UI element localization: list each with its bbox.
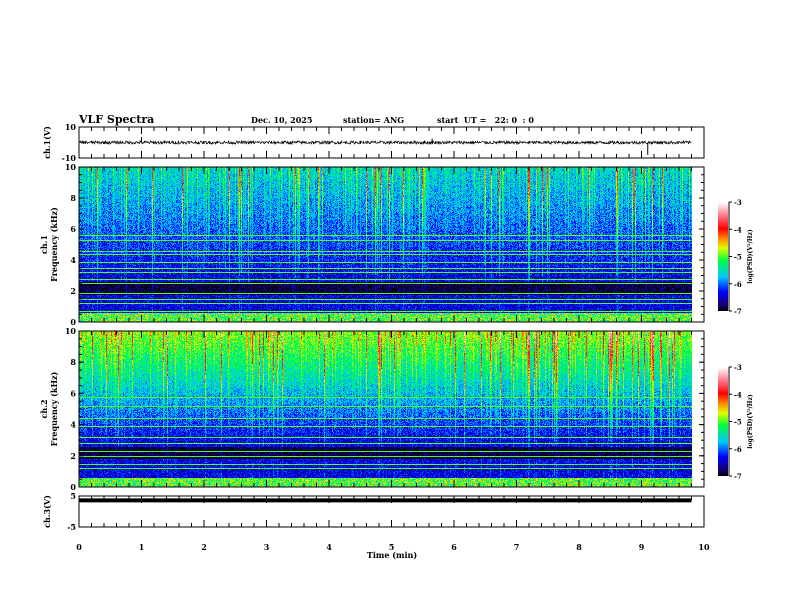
- colorbar-tick-label: -7: [734, 472, 742, 481]
- y-tick-label: 10: [65, 162, 77, 172]
- x-tick-label: 7: [514, 542, 520, 552]
- y-tick-label: 8: [70, 193, 76, 203]
- y-tick-label: 4: [70, 255, 76, 265]
- colorbar-tick-label: -3: [734, 198, 742, 207]
- y-tick-label: 2: [70, 451, 76, 461]
- y-tick-label: 10: [65, 122, 77, 132]
- y-tick-label: 0: [70, 482, 76, 492]
- ch1-spectrogram: [79, 167, 704, 322]
- y-tick-label: -5: [67, 522, 76, 532]
- colorbar-ch1: [718, 202, 728, 311]
- colorbar-tick-label: -3: [734, 363, 742, 372]
- colorbar-label: log(PSD)(V²/Hz): [747, 229, 754, 284]
- x-tick-label: 2: [201, 542, 207, 552]
- y-tick-label: 0: [70, 317, 76, 327]
- x-tick-label: 6: [451, 542, 457, 552]
- x-tick-label: 8: [576, 542, 582, 552]
- x-tick-label: 1: [139, 542, 145, 552]
- chart-title: VLF Spectra: [78, 113, 154, 126]
- panel-frame: [78, 330, 705, 488]
- colorbar-tick-label: -7: [734, 307, 742, 316]
- y-axis-label: ch.1(V): [42, 126, 52, 159]
- colorbar-tick-label: -4: [734, 225, 742, 234]
- y-tick-label: 6: [70, 388, 76, 398]
- colorbar-tick-label: -4: [734, 390, 742, 399]
- x-tick-label: 5: [389, 542, 395, 552]
- x-tick-label: 3: [264, 542, 270, 552]
- ch2-spectrogram: [79, 331, 704, 487]
- y-axis-label-channel: ch.1: [39, 235, 49, 254]
- station-label: station= ANG: [343, 115, 404, 125]
- start-time-label: start UT = 22: 0 : 0: [437, 115, 534, 125]
- x-tick-label: 0: [76, 542, 82, 552]
- colorbar-tick-label: -6: [734, 445, 742, 454]
- colorbar-ch2: [718, 367, 728, 476]
- x-axis-label: Time (min): [367, 550, 417, 560]
- colorbar-tick-label: -5: [734, 253, 742, 262]
- ch1-waveform-line: [78, 139, 692, 146]
- y-axis-label: ch.3(V): [42, 495, 52, 528]
- colorbar-tick-label: -5: [734, 418, 742, 427]
- panel-frame: [78, 166, 705, 323]
- x-tick-label: 4: [326, 542, 332, 552]
- date-label: Dec. 10, 2025: [251, 115, 312, 125]
- y-tick-label: 6: [70, 224, 76, 234]
- x-tick-label: 9: [639, 542, 645, 552]
- y-tick-label: 4: [70, 420, 76, 430]
- y-tick-label: 2: [70, 286, 76, 296]
- y-axis-label-channel: ch.2: [39, 399, 49, 418]
- y-tick-label: 10: [65, 326, 77, 336]
- y-tick-label: -10: [62, 153, 77, 163]
- colorbar-tick-label: -6: [734, 280, 742, 289]
- y-tick-label: 5: [70, 491, 76, 501]
- y-tick-label: 8: [70, 357, 76, 367]
- x-tick-label: 10: [698, 542, 710, 552]
- y-axis-label-frequency: Frequency (kHz): [49, 371, 59, 446]
- colorbar-label: log(PSD)(V²/Hz): [747, 394, 754, 449]
- y-axis-label-frequency: Frequency (kHz): [49, 207, 59, 282]
